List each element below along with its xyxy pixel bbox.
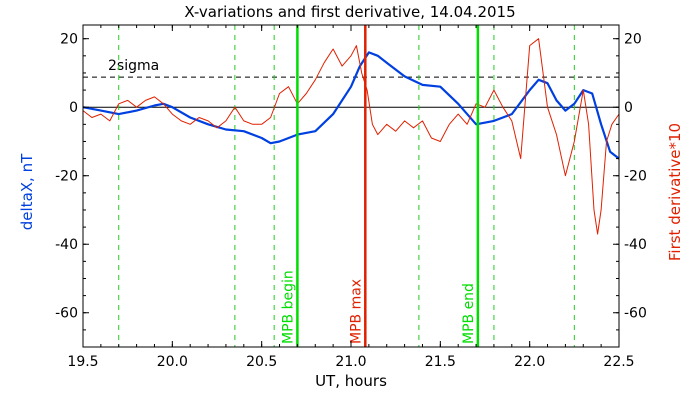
y-tick-label-right: -20 <box>624 169 647 185</box>
series-layer <box>82 38 620 235</box>
y-tick-label-left: -40 <box>55 237 78 253</box>
y-tick-label-right: -40 <box>624 237 647 253</box>
y-axis-label-right: First derivative*10 <box>666 123 684 261</box>
marker-label: MPB end <box>461 283 477 344</box>
y-tick-label-right: 20 <box>624 32 642 48</box>
x-tick-label: 22.5 <box>603 354 634 370</box>
y-tick-label-left: 0 <box>69 100 78 116</box>
y-tick-label-right: -60 <box>624 306 647 322</box>
derivative-series-line <box>82 38 620 235</box>
y-tick-label-left: 20 <box>60 32 78 48</box>
x-tick-label: 21.0 <box>335 354 366 370</box>
x-tick-label: 20.0 <box>157 354 188 370</box>
x-tick-label: 22.0 <box>514 354 545 370</box>
marker-label: MPB max <box>348 279 364 344</box>
chart-title: X-variations and first derivative, 14.04… <box>184 3 515 21</box>
marker-label: MPB begin <box>280 270 296 344</box>
marker-layer: MPB begin MPB max MPB end <box>280 25 480 347</box>
x-tick-label: 19.5 <box>67 354 98 370</box>
threshold-label: 2sigma <box>108 58 159 74</box>
y-tick-label-left: -20 <box>55 169 78 185</box>
y-axis-label-left: deltaX, nT <box>18 153 36 230</box>
threshold-layer: 2sigma <box>83 58 619 108</box>
dashed-verticals <box>118 25 575 347</box>
x-tick-label: 20.5 <box>246 354 277 370</box>
y-tick-label-left: -60 <box>55 306 78 322</box>
axis-layer: 19.5 20.0 20.5 21.0 21.5 22.0 22.5 20 20 0 0 -20 -20… <box>55 25 647 370</box>
x-axis-label: UT, hours <box>315 372 387 390</box>
x-tick-label: 21.5 <box>425 354 456 370</box>
y-tick-label-right: 0 <box>624 100 633 116</box>
deltaX-series-line <box>82 51 620 160</box>
